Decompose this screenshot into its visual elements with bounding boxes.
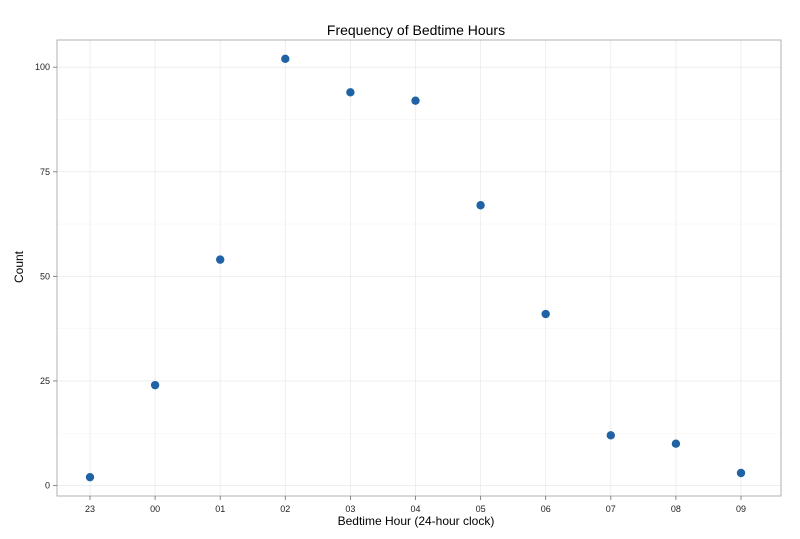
data-point [85,472,95,482]
x-tick-label: 06 [541,504,551,514]
data-point [411,96,420,105]
y-tick-label: 25 [40,376,50,386]
x-axis-label: Bedtime Hour (24-hour clock) [338,514,495,528]
x-tick-label: 23 [85,504,95,514]
data-point [150,380,160,390]
x-tick-label: 05 [476,504,486,514]
y-tick-label: 0 [45,481,50,491]
data-point [476,201,485,210]
x-tick-label: 08 [671,504,681,514]
x-tick-label: 02 [280,504,290,514]
x-tick-label: 09 [736,504,746,514]
data-point [281,54,290,64]
plot-area: 0 25 50 75 100 23 00 01 02 03 04 05 06 07 08 09 [35,39,782,514]
x-tick-label: 07 [606,504,616,514]
y-tick-label: 75 [40,167,50,177]
chart-title: Frequency of Bedtime Hours [327,22,505,38]
y-axis-label: Count [12,250,26,283]
data-point [736,468,746,478]
data-point [671,439,681,448]
panel-border [56,39,782,497]
x-tick-label: 04 [410,504,420,514]
x-tick-label: 00 [150,504,160,514]
y-tick-label: 50 [40,271,50,281]
data-point [346,88,355,97]
data-point [606,431,615,440]
y-tick-label: 100 [35,62,50,72]
x-tick-label: 01 [215,504,225,514]
data-point [541,309,550,319]
x-tick-label: 03 [345,504,355,514]
data-point [216,255,225,264]
